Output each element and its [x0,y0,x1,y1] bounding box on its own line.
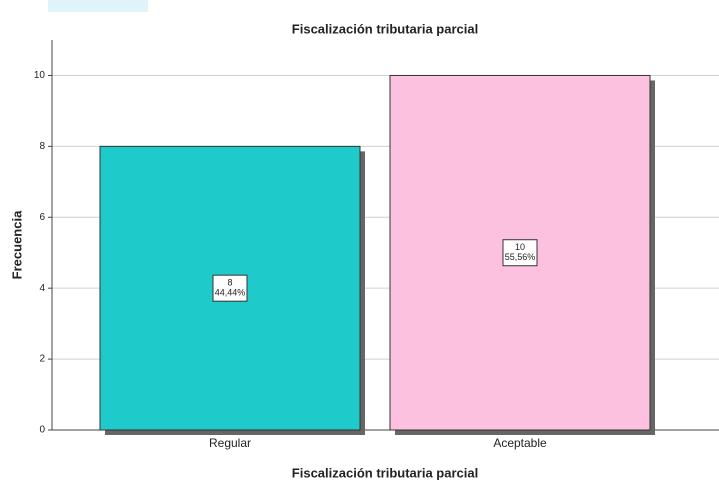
x-tick-label: Aceptable [493,436,547,450]
data-label-box [212,274,248,302]
y-tick-label: 8 [39,141,45,152]
y-tick-label: 2 [39,354,45,365]
data-label: 8 [227,278,232,288]
x-axis-title: Fiscalización tributaria parcial [292,465,478,480]
chart-title: Fiscalización tributaria parcial [292,21,478,36]
y-tick-label: 10 [34,70,46,81]
y-tick-label: 6 [39,212,45,223]
data-label-box [502,239,538,267]
y-tick-label: 4 [39,283,45,294]
y-tick-label: 0 [39,425,45,436]
caption-highlight [48,0,148,12]
x-tick-label: Regular [209,436,251,450]
y-axis-title: Frecuencia [9,210,24,279]
percent-label: 44,44% [215,288,246,298]
percent-label: 55,56% [505,252,536,262]
data-label: 10 [515,242,525,252]
